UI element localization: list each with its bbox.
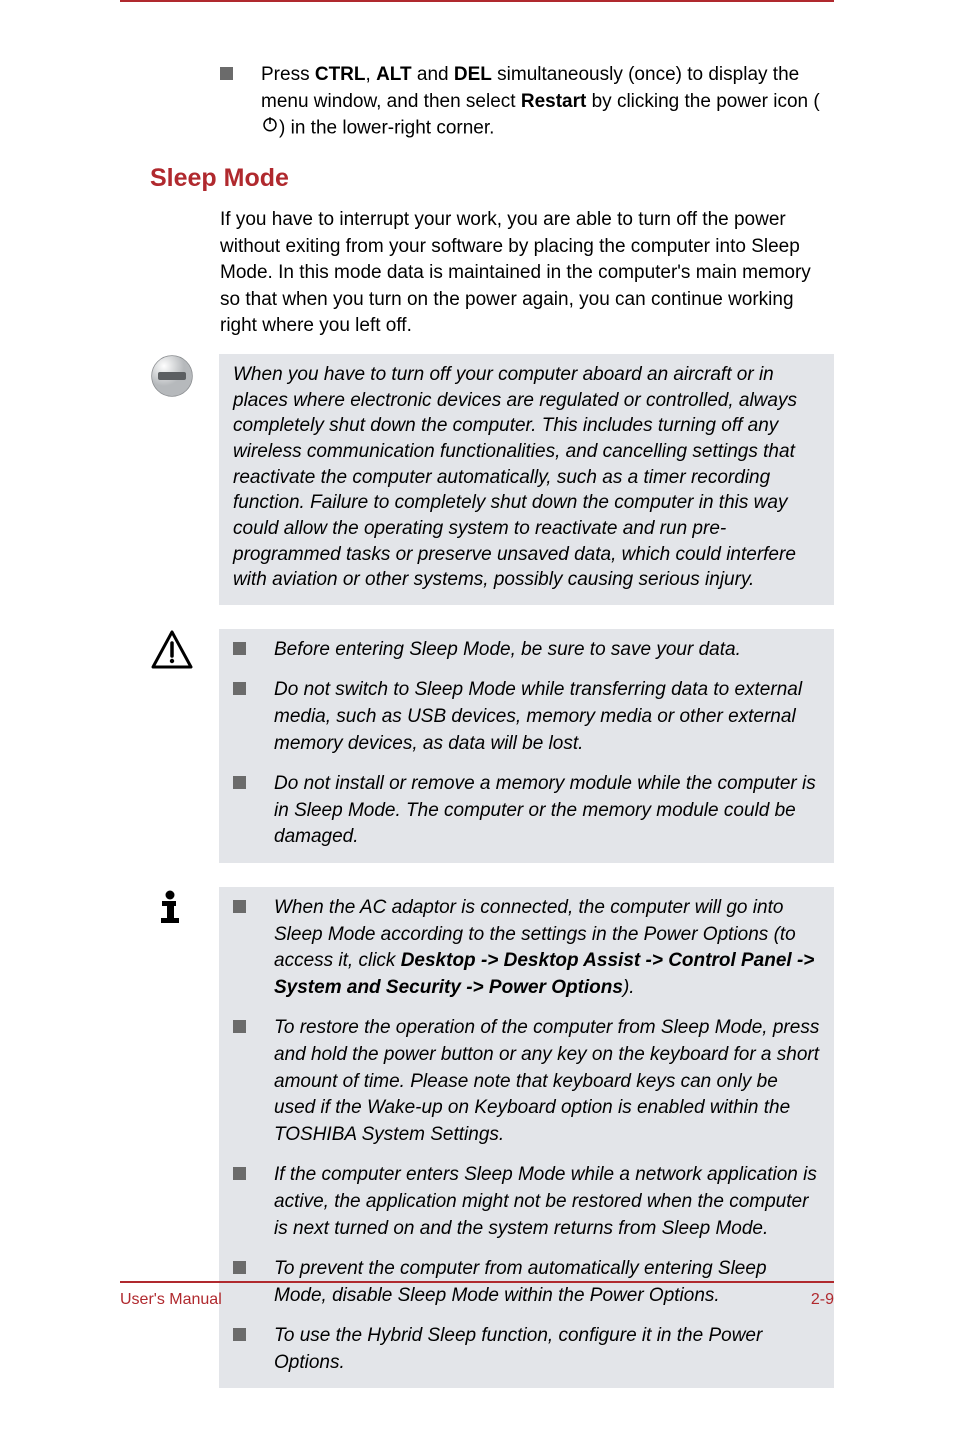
square-bullet-icon [233,1261,246,1274]
key-name: ALT [376,64,412,85]
bullet-item: Press CTRL, ALT and DEL simultaneously (… [220,62,834,142]
bullet-text: Press CTRL, ALT and DEL simultaneously (… [261,62,834,142]
square-bullet-icon [233,1167,246,1180]
key-name: DEL [454,64,492,85]
bullet-item: To restore the operation of the computer… [233,1015,820,1148]
page-content: Press CTRL, ALT and DEL simultaneously (… [0,42,954,1432]
noentry-callout: When you have to turn off your computer … [220,354,834,605]
square-bullet-icon [233,776,246,789]
intro-paragraph: If you have to interrupt your work, you … [220,207,834,340]
text-fragment: , [366,64,377,85]
power-icon [261,115,279,142]
key-name: CTRL [315,64,366,85]
page-footer: User's Manual 2-9 [120,1281,834,1309]
noentry-text: When you have to turn off your computer … [219,354,834,605]
square-bullet-icon [233,900,246,913]
warning-callout: Before entering Sleep Mode, be sure to s… [220,629,834,863]
text-fragment: ) in the lower-right corner. [279,118,494,139]
bullet-text: Before entering Sleep Mode, be sure to s… [274,637,741,664]
text-fragment: ). [623,977,635,998]
section-heading: Sleep Mode [150,164,834,193]
text-fragment: by clicking the power icon ( [586,91,819,112]
footer-right: 2-9 [811,1291,834,1309]
bullet-item: Do not install or remove a memory module… [233,771,820,851]
square-bullet-icon [233,1020,246,1033]
square-bullet-icon [220,67,233,80]
bullet-item: Before entering Sleep Mode, be sure to s… [233,637,820,664]
text-fragment: and [412,64,454,85]
footer-left: User's Manual [120,1291,222,1309]
warning-body: Before entering Sleep Mode, be sure to s… [219,629,834,863]
bullet-item: Do not switch to Sleep Mode while transf… [233,677,820,757]
warning-icon [150,629,194,673]
key-name: Restart [521,91,586,112]
top-rule [120,0,834,2]
bullet-text: If the computer enters Sleep Mode while … [274,1162,820,1242]
bullet-text: Do not install or remove a memory module… [274,771,820,851]
info-callout: When the AC adaptor is connected, the co… [220,887,834,1389]
noentry-icon [150,354,194,398]
bullet-text: To restore the operation of the computer… [274,1015,820,1148]
bullet-item: To use the Hybrid Sleep function, config… [233,1323,820,1376]
square-bullet-icon [233,1328,246,1341]
text-fragment: Press [261,64,315,85]
square-bullet-icon [233,642,246,655]
bullet-item: When the AC adaptor is connected, the co… [233,895,820,1001]
bullet-text: Do not switch to Sleep Mode while transf… [274,677,820,757]
info-icon [150,887,194,931]
square-bullet-icon [233,682,246,695]
bullet-text: To use the Hybrid Sleep function, config… [274,1323,820,1376]
bullet-item: If the computer enters Sleep Mode while … [233,1162,820,1242]
bullet-text: When the AC adaptor is connected, the co… [274,895,820,1001]
info-body: When the AC adaptor is connected, the co… [219,887,834,1389]
